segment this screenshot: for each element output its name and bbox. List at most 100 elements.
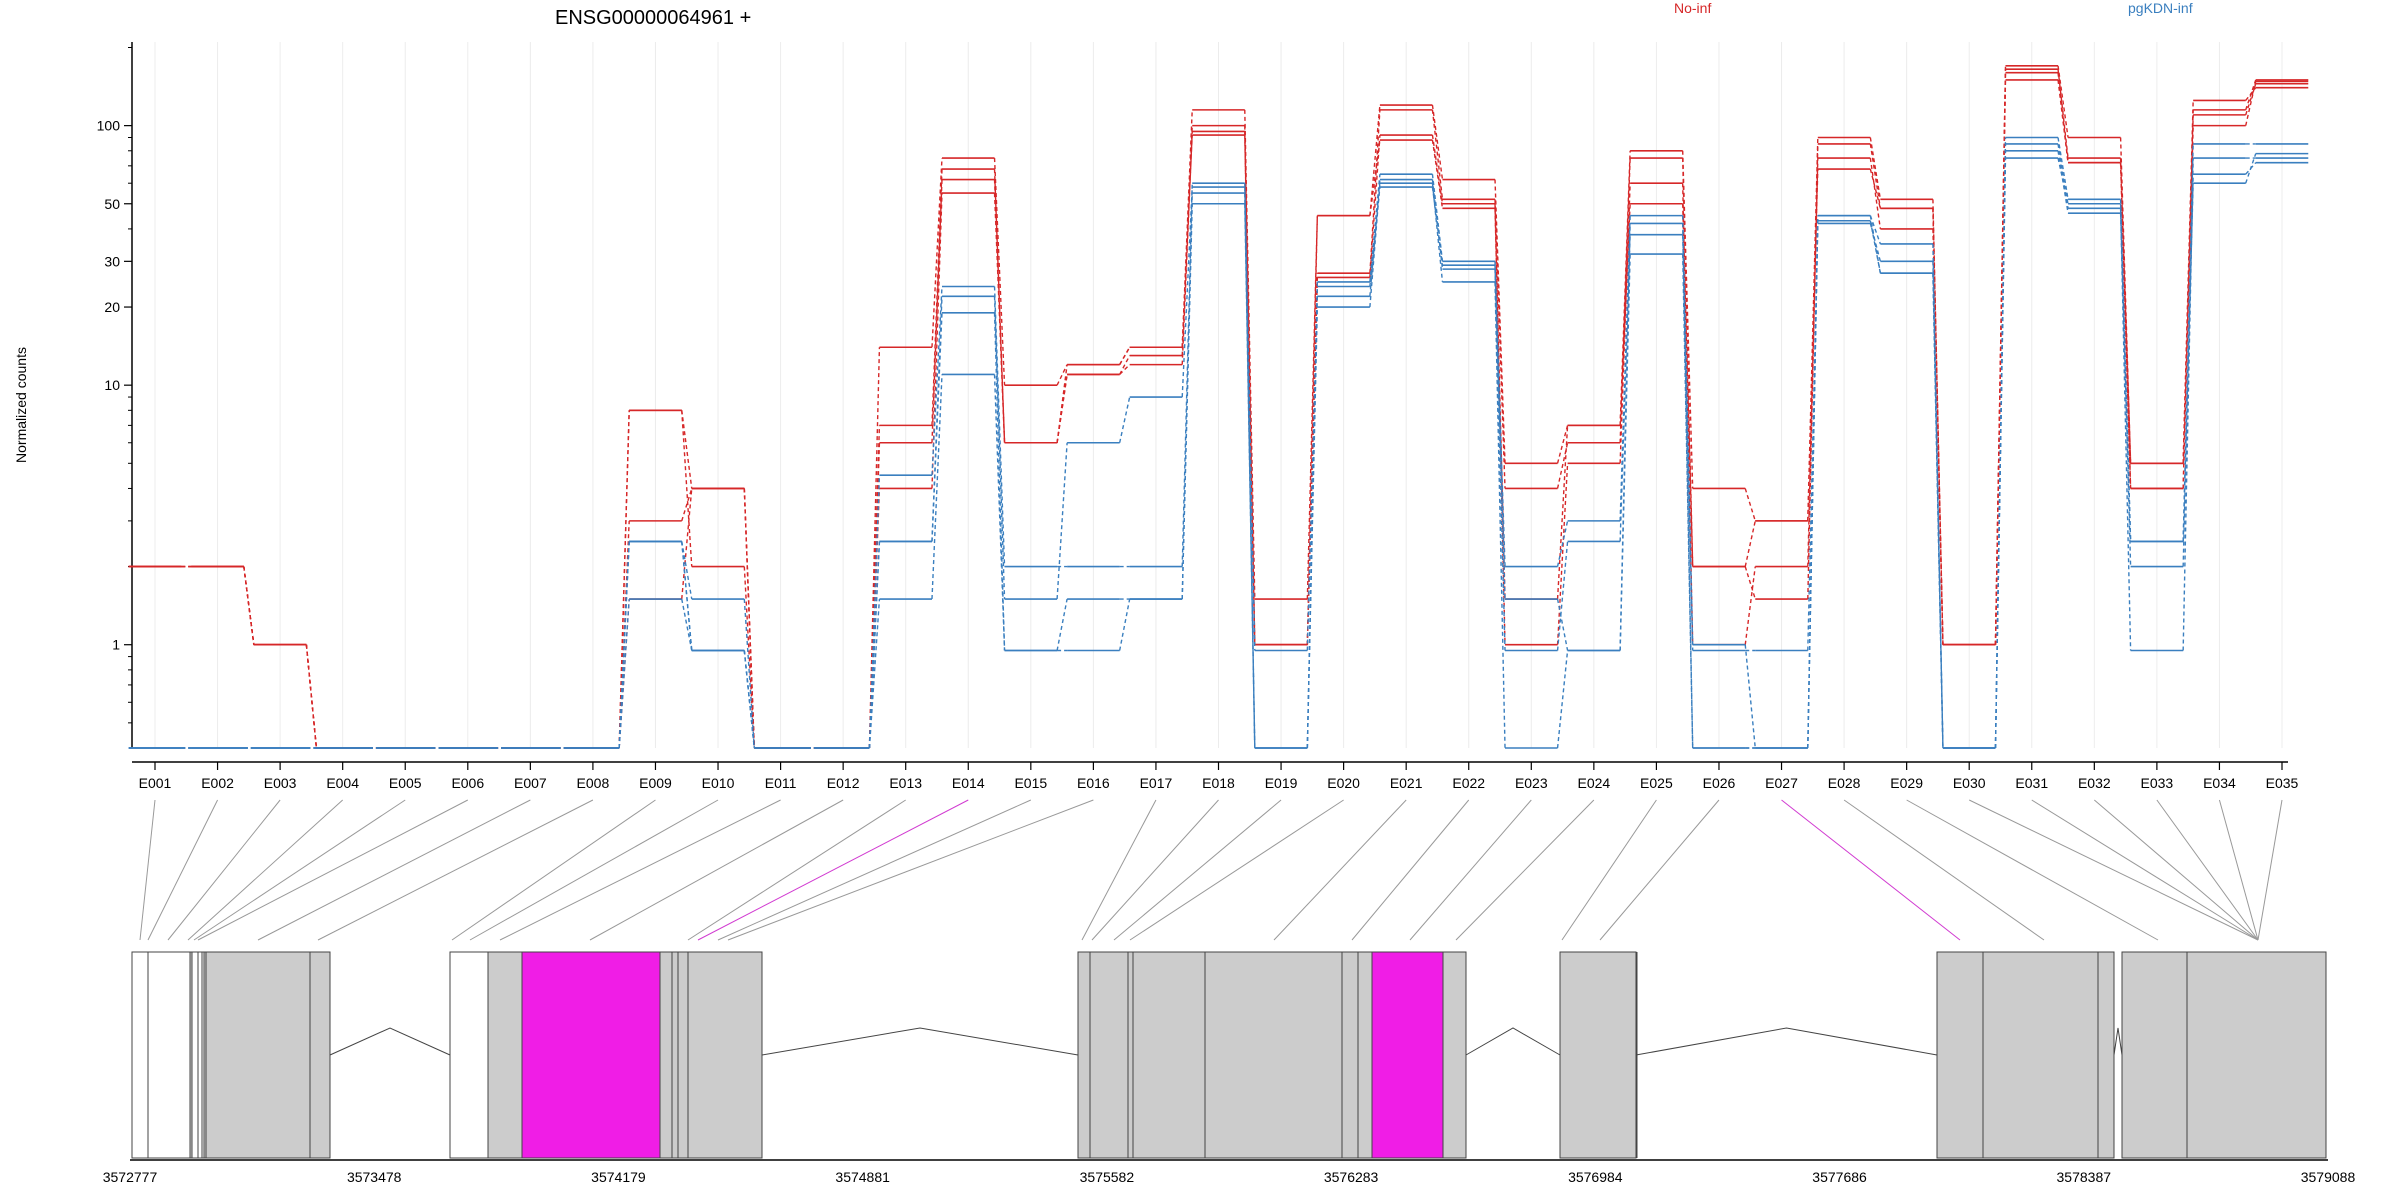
series-connector — [1681, 158, 1694, 567]
connector-line — [1968, 799, 2259, 941]
series-connector — [1369, 186, 1381, 287]
x-tick-label: E015 — [1014, 775, 1047, 791]
series-connector — [931, 286, 943, 476]
y-tick-label: 1 — [112, 637, 120, 653]
series-connector — [243, 566, 255, 645]
x-tick-label: E017 — [1140, 775, 1173, 791]
x-tick-label: E030 — [1953, 775, 1986, 791]
x-tick-label: E019 — [1265, 775, 1298, 791]
intron-line — [2113, 1027, 2123, 1056]
x-tick-label: E008 — [577, 775, 610, 791]
genomic-coordinate-axis: 3572777 3573478 3574179 3574881 3575582 35762… — [103, 1159, 2356, 1185]
connector-line — [1113, 799, 1282, 941]
series-connector — [1119, 355, 1131, 375]
series-connector — [2119, 158, 2132, 489]
series-connector — [1932, 273, 1944, 749]
series-connector — [1119, 346, 1131, 365]
connector-line — [2031, 799, 2259, 941]
series-connector — [1681, 203, 1694, 567]
series-connector — [1932, 208, 1944, 645]
connector-line — [1455, 799, 1595, 941]
genomic-tick-label: 3576283 — [1324, 1169, 1379, 1185]
x-tick-label: E029 — [1890, 775, 1923, 791]
connector-line — [1599, 799, 1720, 941]
series-connector — [1619, 158, 1631, 443]
connector-line — [1081, 799, 1157, 941]
intron-line — [761, 1027, 1079, 1056]
series-connector — [743, 598, 756, 749]
connector-line — [499, 799, 781, 941]
x-tick-label: E016 — [1077, 775, 1110, 791]
series-lines — [128, 65, 2309, 749]
connector-line — [1409, 799, 1532, 941]
x-tick-label: E004 — [326, 775, 359, 791]
series-connector — [1932, 199, 1944, 645]
connector-line — [193, 799, 406, 941]
series-connector — [1369, 139, 1381, 216]
connector-line — [139, 799, 156, 941]
series-connector — [681, 598, 693, 651]
connector-line — [717, 799, 1032, 941]
x-tick-label: E010 — [702, 775, 735, 791]
series-connector — [2057, 69, 2069, 159]
series-connector — [1681, 223, 1694, 749]
connector-line — [451, 799, 656, 941]
legend-entry-pgkdn-inf: pgKDN-inf — [2128, 0, 2193, 16]
genomic-tick-label: 3574179 — [591, 1169, 646, 1185]
series-connector — [993, 312, 1006, 651]
series-connector — [1494, 179, 1506, 464]
genomic-tick-label: 3573478 — [347, 1169, 402, 1185]
x-tick-label: E014 — [952, 775, 985, 791]
x-tick-label: E023 — [1515, 775, 1548, 791]
x-tick-label: E034 — [2203, 775, 2236, 791]
series-connector — [2245, 153, 2257, 184]
series-connector — [1056, 364, 1068, 443]
connector-line — [2156, 799, 2259, 941]
x-tick-label: E028 — [1828, 775, 1861, 791]
x-tick-label: E006 — [451, 775, 484, 791]
series-connector — [1744, 520, 1756, 567]
exon-block — [1936, 951, 2115, 1159]
x-tick-label: E027 — [1765, 775, 1798, 791]
genomic-tick-label: 3579088 — [2301, 1169, 2356, 1185]
series-connector — [1181, 134, 1193, 348]
connector-line — [317, 799, 594, 941]
series-connector — [1994, 150, 2007, 749]
series-connector — [2182, 100, 2194, 464]
series-connector — [1744, 644, 1756, 749]
x-tick-label: E007 — [514, 775, 547, 791]
series-connector — [1619, 183, 1631, 464]
series-connector — [1744, 566, 1756, 645]
exon-block — [1559, 951, 1637, 1159]
x-tick-label: E001 — [139, 775, 172, 791]
connector-line — [1351, 799, 1470, 941]
connector-line — [469, 799, 719, 941]
x-tick-label: E032 — [2078, 775, 2111, 791]
series-connector — [1619, 223, 1631, 651]
series-connector — [993, 286, 1006, 567]
connector-line — [589, 799, 844, 941]
x-tick-label: E021 — [1390, 775, 1423, 791]
series-connector — [1807, 223, 1819, 651]
series-connector — [931, 374, 943, 600]
series-connector — [1431, 139, 1444, 209]
x-tick-label: E025 — [1640, 775, 1673, 791]
x-tick-label: E035 — [2266, 775, 2299, 791]
series-connector — [305, 644, 318, 749]
highlighted-exon — [521, 951, 661, 1159]
axes: 1 10 20 30 50 100 E001 E002 E003 E004 E005 E006 E007… — [97, 42, 2299, 791]
x-tick-label: E012 — [827, 775, 860, 791]
connector-line — [1091, 799, 1219, 941]
series-connector — [1118, 598, 1131, 651]
connector-line — [1843, 799, 2045, 941]
series-connector — [1744, 488, 1756, 522]
series-connector — [1807, 169, 1819, 521]
x-tick-label: E003 — [264, 775, 297, 791]
connector-line — [697, 799, 969, 941]
x-tick-label: E031 — [2015, 775, 2048, 791]
series-connector — [1556, 463, 1569, 645]
series-connector — [1807, 158, 1819, 567]
grid-lines — [154, 42, 2283, 748]
series-connector — [743, 566, 756, 749]
intron-line — [1465, 1027, 1561, 1056]
